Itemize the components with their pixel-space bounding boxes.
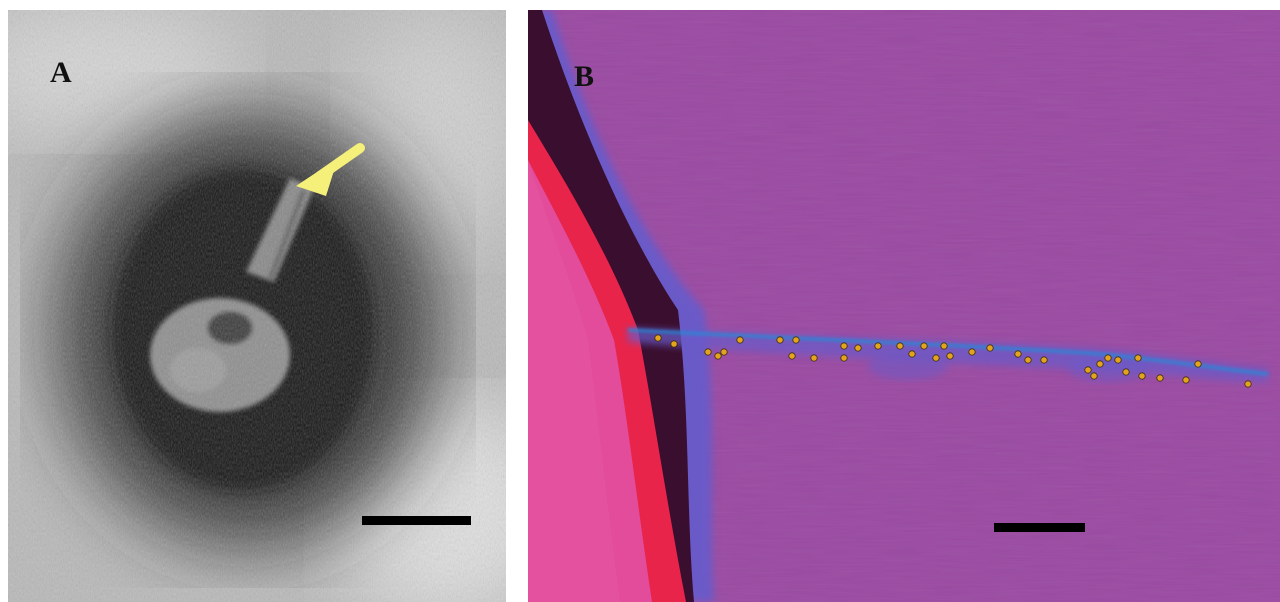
filament bbox=[627, 328, 1269, 376]
pointer-arrow bbox=[296, 143, 365, 196]
gold-particle bbox=[1090, 372, 1098, 380]
panel-a: A bbox=[8, 10, 506, 602]
gold-particle bbox=[986, 344, 994, 352]
gold-particle bbox=[1244, 380, 1252, 388]
gold-particle bbox=[736, 336, 744, 344]
gold-particle bbox=[810, 354, 818, 362]
gold-particle bbox=[920, 342, 928, 350]
gold-particle bbox=[1104, 354, 1112, 362]
gold-particle bbox=[854, 344, 862, 352]
gold-particle bbox=[1024, 356, 1032, 364]
gold-particle bbox=[932, 354, 940, 362]
gold-particle bbox=[1134, 354, 1142, 362]
gold-particles bbox=[654, 334, 1252, 388]
gold-particle bbox=[946, 352, 954, 360]
gold-particle bbox=[714, 352, 722, 360]
gold-particle bbox=[940, 342, 948, 350]
gold-particle bbox=[1182, 376, 1190, 384]
micrograph-a bbox=[8, 10, 506, 602]
gold-particle bbox=[1040, 356, 1048, 364]
gold-particle bbox=[874, 342, 882, 350]
scale-bar-b bbox=[994, 523, 1085, 532]
gold-particle bbox=[1194, 360, 1202, 368]
gold-particle bbox=[1156, 374, 1164, 382]
micrograph-b bbox=[528, 10, 1280, 602]
gold-particle bbox=[1014, 350, 1022, 358]
gold-particle bbox=[968, 348, 976, 356]
gold-particle bbox=[670, 340, 678, 348]
gold-particle bbox=[896, 342, 904, 350]
gold-particle bbox=[1096, 360, 1104, 368]
gold-particle bbox=[840, 354, 848, 362]
gold-particle bbox=[792, 336, 800, 344]
gold-particle bbox=[1122, 368, 1130, 376]
gold-particle bbox=[704, 348, 712, 356]
gold-particle bbox=[1138, 372, 1146, 380]
gold-particle bbox=[654, 334, 662, 342]
gold-particle bbox=[840, 342, 848, 350]
gold-particle bbox=[1114, 356, 1122, 364]
gold-particle bbox=[720, 348, 728, 356]
gold-particle bbox=[1084, 366, 1092, 374]
panel-b: B bbox=[528, 10, 1280, 602]
gold-particle bbox=[908, 350, 916, 358]
gold-particle bbox=[776, 336, 784, 344]
panel-label-b: B bbox=[574, 60, 595, 93]
gold-particle bbox=[788, 352, 796, 360]
panel-label-a: A bbox=[50, 56, 72, 89]
scale-bar-a bbox=[362, 516, 471, 525]
